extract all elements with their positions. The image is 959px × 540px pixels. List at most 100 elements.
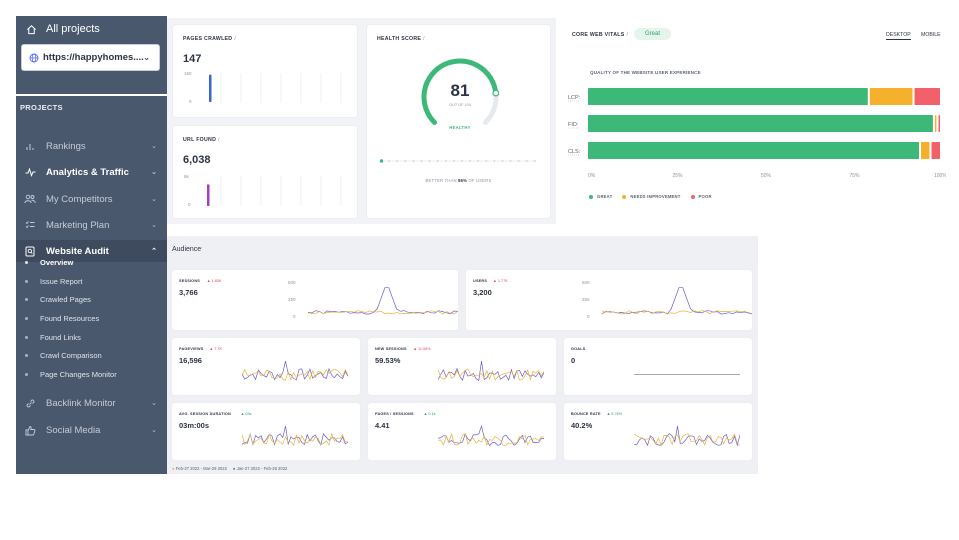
metric-card-users: USERS ▲ 1.77K 3,200 500 250 0 xyxy=(466,270,752,330)
bullet-icon xyxy=(25,279,28,283)
nav-backlink-monitor[interactable]: Backlink Monitor ⌄ xyxy=(16,392,167,414)
nav-website-audit[interactable]: Website Audit ⌃ xyxy=(16,240,167,262)
nav-label: Website Audit xyxy=(46,245,109,257)
nav-social-media[interactable]: Social Media ⌄ xyxy=(16,419,167,441)
percentile-tick xyxy=(388,160,390,162)
percentile-tick xyxy=(436,160,439,162)
metric-value: 59.53% xyxy=(375,356,401,365)
nav-rankings[interactable]: Rankings ⌄ xyxy=(16,135,167,157)
info-icon: ’ xyxy=(201,247,203,253)
series-current-line xyxy=(438,432,544,446)
bullet-icon xyxy=(25,297,28,301)
subnav-found-links[interactable]: Found Links xyxy=(16,329,167,345)
percentile-tick xyxy=(517,160,520,162)
subnav-issue-report[interactable]: Issue Report xyxy=(16,273,167,289)
vitals-legend: GREAT NEEDS IMPROVEMENT POOR xyxy=(589,194,712,199)
nav-marketing-plan[interactable]: Marketing Plan ⌄ xyxy=(16,214,167,236)
metric-card-avg-session-duration: AVG. SESSION DURATION ▲ 03s 03m:00s xyxy=(172,403,360,460)
subnav-page-changes-monitor[interactable]: Page Changes Monitor xyxy=(16,366,167,382)
sidebar: All projects https://happyhomes.... ⌄ PR… xyxy=(16,16,167,474)
metric-label: USERS xyxy=(473,279,488,283)
checklist-icon xyxy=(24,219,36,231)
vitals-bar-great xyxy=(588,115,933,132)
subnav-overview[interactable]: Overview xyxy=(16,254,167,270)
current-dot-icon: ● xyxy=(172,466,175,471)
chevron-down-icon: ⌄ xyxy=(151,196,157,203)
percentile-tick xyxy=(469,160,471,162)
metric-axis-tick: 500 xyxy=(582,280,590,285)
metric-card-pageviews: PAGEVIEWS ▲ 7.7K 16,596 xyxy=(172,338,360,395)
metric-value: 3,200 xyxy=(473,288,492,297)
vitals-bar-chart: LCP: FID: CLS: 0% 25% 50% 75% 100% xyxy=(568,88,946,179)
pages-crawled-tick-top: 150 xyxy=(184,71,192,76)
nav-label: Social Media xyxy=(46,424,101,436)
series-current-line xyxy=(242,432,348,446)
percentile-tick xyxy=(534,160,536,162)
metric-value: 40.2% xyxy=(571,421,593,430)
health-gauge xyxy=(421,58,500,125)
subnav-found-resources[interactable]: Found Resources xyxy=(16,310,167,326)
bullet-icon xyxy=(25,335,28,339)
metric-label: PAGES / SESSIONS xyxy=(375,412,414,416)
audit-icon xyxy=(24,245,36,257)
legend-needs-improvement: NEEDS IMPROVEMENT xyxy=(622,194,680,199)
bullet-icon xyxy=(25,372,28,376)
legend-great: GREAT xyxy=(589,194,612,199)
metric-card-bounce-rate: BOUNCE RATE ▲ 5.76% 40.2% xyxy=(564,403,752,460)
divider xyxy=(16,94,167,96)
chevron-down-icon: ⌄ xyxy=(143,53,150,62)
project-selector[interactable]: https://happyhomes.... ⌄ xyxy=(21,44,160,71)
vitals-axis-tick: 75% xyxy=(850,173,861,179)
bullet-icon xyxy=(25,316,28,320)
all-projects-link[interactable]: All projects xyxy=(16,16,167,42)
tab-desktop[interactable]: DESKTOP xyxy=(886,32,911,40)
thumbs-up-icon xyxy=(24,424,36,436)
vitals-row-label: CLS: xyxy=(568,149,581,155)
subnav-crawl-comparison[interactable]: Crawl Comparison xyxy=(16,347,167,363)
subnav-label: Crawled Pages xyxy=(40,294,91,304)
percentile-tick xyxy=(396,160,399,162)
subnav-label: Found Links xyxy=(40,332,81,342)
pages-crawled-tick-bottom: 0 xyxy=(189,99,192,104)
url-found-title-text: URL FOUND xyxy=(183,137,217,143)
better-suffix: OF USERS xyxy=(468,178,492,183)
metric-label: NEW SESSIONS xyxy=(375,347,407,351)
health-score-title: HEALTH SCORE / xyxy=(377,36,425,42)
nav-analytics-traffic[interactable]: Analytics & Traffic ⌄ xyxy=(16,161,167,183)
projects-heading: PROJECTS xyxy=(20,103,63,112)
vitals-bar-great xyxy=(588,142,919,159)
metric-label: GOALS xyxy=(571,347,586,351)
range-previous-text: Jan-27 2022 - Feb-26 2022 xyxy=(236,466,288,471)
subnav-crawled-pages[interactable]: Crawled Pages xyxy=(16,291,167,307)
legend-needs-label: NEEDS IMPROVEMENT xyxy=(630,194,681,199)
vitals-bar-needs xyxy=(921,142,930,159)
nav-my-competitors[interactable]: My Competitors ⌄ xyxy=(16,188,167,210)
pages-crawled-title-text: PAGES CRAWLED xyxy=(183,36,233,42)
chevron-down-icon: ⌄ xyxy=(151,400,157,407)
health-score-title-text: HEALTH SCORE xyxy=(377,36,422,42)
legend-great-label: GREAT xyxy=(597,194,613,199)
subnav-label: Found Resources xyxy=(40,313,100,323)
url-found-tick-bottom: 0 xyxy=(188,202,191,207)
subnav-label: Crawl Comparison xyxy=(40,350,102,360)
gauge-fill xyxy=(421,58,499,125)
metric-delta: ▲ 11.08% xyxy=(413,347,431,351)
metric-value: 4.41 xyxy=(375,421,390,430)
metric-value: 16,596 xyxy=(179,356,202,365)
percentile-tick xyxy=(428,160,431,162)
vitals-row-label: FID: xyxy=(568,122,579,128)
metric-sparkline xyxy=(242,426,348,446)
pages-crawled-value: 147 xyxy=(183,53,202,65)
metric-axis-tick: 0 xyxy=(587,314,590,319)
vitals-title-text: CORE WEB VITALS xyxy=(572,32,625,38)
percentile-tick xyxy=(509,160,512,162)
metric-value: 0 xyxy=(571,356,576,365)
percentile-tick xyxy=(493,160,496,162)
vitals-axis-tick: 50% xyxy=(761,173,772,179)
bullet-icon xyxy=(25,353,28,357)
legend-poor-label: POOR xyxy=(698,194,712,199)
pages-crawled-title: PAGES CRAWLED / xyxy=(183,36,236,42)
tab-mobile[interactable]: MOBILE xyxy=(921,32,941,38)
percentile-tick xyxy=(444,160,447,162)
series-current-line xyxy=(308,310,458,315)
